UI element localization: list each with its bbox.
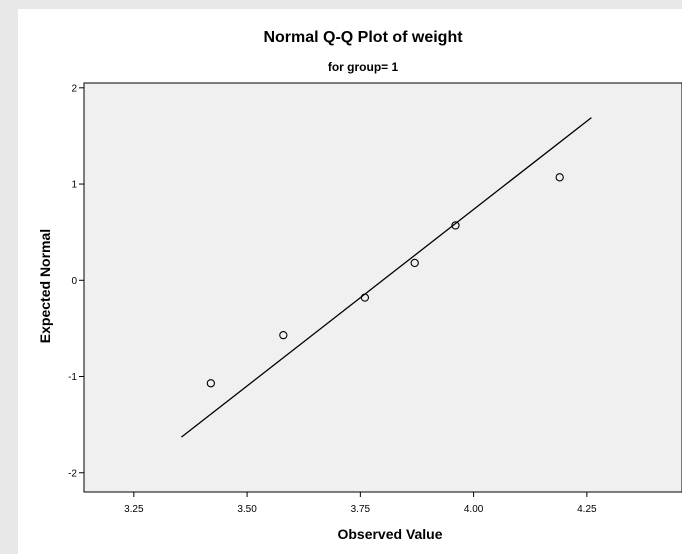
y-tick-label: 0	[71, 276, 77, 287]
data-point	[410, 258, 419, 268]
plot-area	[83, 82, 682, 493]
y-tick-label: -1	[68, 372, 77, 383]
reference-line	[181, 117, 592, 438]
x-tick-label: 3.75	[351, 504, 371, 515]
data-point	[451, 221, 460, 230]
y-tick-label: -2	[68, 468, 77, 479]
reference-line-group	[181, 117, 592, 438]
data-point	[360, 293, 370, 302]
y-axis-title: Expected Normal	[37, 229, 53, 343]
chart-subtitle: for group= 1	[328, 60, 399, 74]
x-axis: 3.25 3.50 3.75 4.00 4.25	[124, 492, 597, 515]
y-axis: -2 -1 0 1 2	[68, 83, 84, 479]
x-tick-label: 4.00	[464, 504, 484, 515]
y-tick-label: 1	[71, 180, 77, 191]
x-axis-title: Observed Value	[337, 526, 442, 542]
chart-title: Normal Q-Q Plot of weight	[263, 29, 463, 46]
data-point	[279, 330, 288, 340]
data-point	[555, 173, 564, 182]
x-tick-label: 3.50	[237, 504, 257, 515]
points-group	[206, 173, 564, 388]
qq-plot-svg: Normal Q-Q Plot of weight for group= 1 -…	[37, 29, 682, 542]
data-point	[206, 379, 215, 388]
chart-panel: Normal Q-Q Plot of weight for group= 1 -…	[18, 9, 682, 554]
x-tick-label: 3.25	[124, 504, 144, 515]
y-tick-label: 2	[71, 83, 77, 94]
x-tick-label: 4.25	[577, 504, 597, 515]
